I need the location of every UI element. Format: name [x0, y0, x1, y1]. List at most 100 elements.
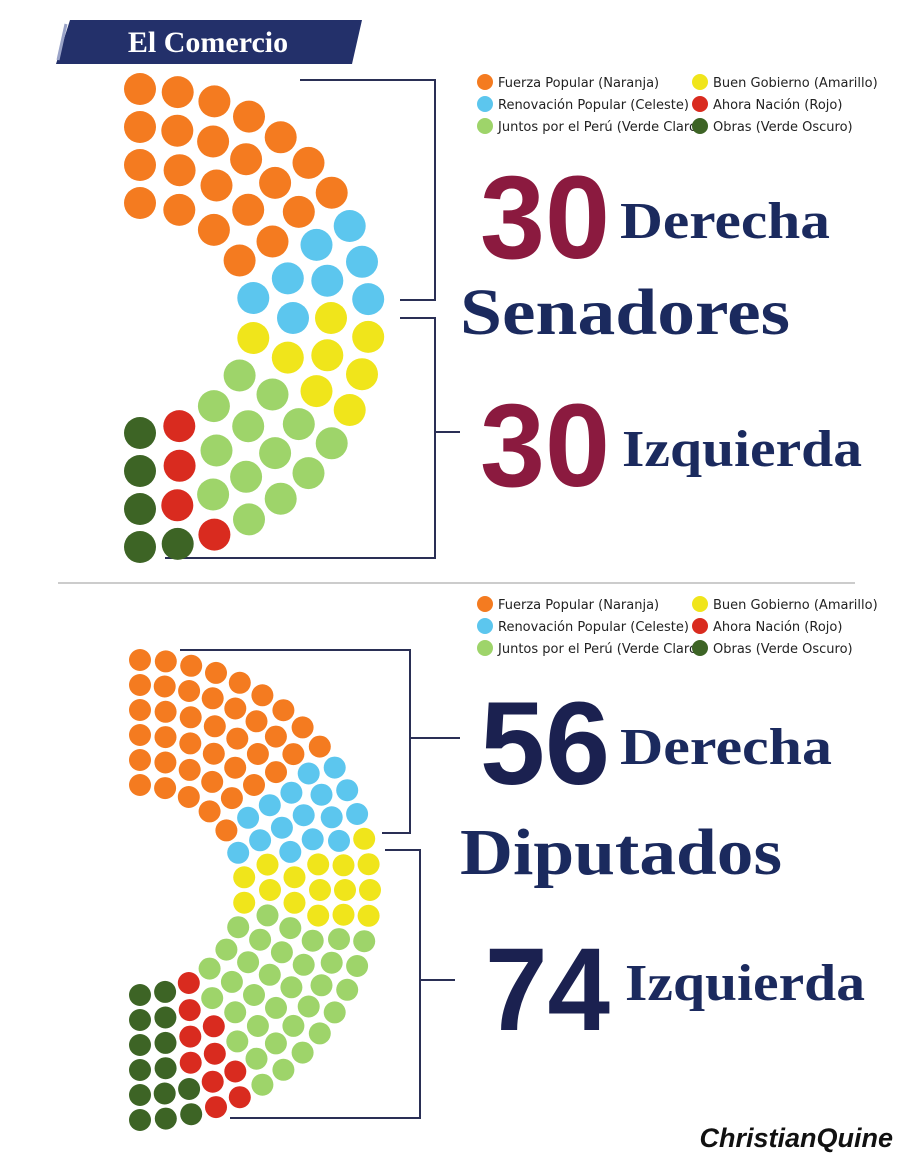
seat	[352, 283, 385, 316]
seat	[205, 1096, 227, 1119]
party-seats	[233, 827, 381, 927]
seat	[154, 1057, 177, 1080]
seat	[256, 225, 289, 258]
seat	[179, 732, 202, 755]
seat	[154, 777, 177, 800]
seat	[180, 654, 203, 677]
seat	[177, 786, 200, 808]
seat	[224, 756, 247, 779]
seat	[357, 904, 380, 927]
seat	[233, 891, 256, 914]
seat	[129, 699, 151, 721]
seat	[202, 1015, 225, 1038]
seat	[230, 143, 263, 176]
seat	[292, 804, 315, 827]
seat	[271, 262, 304, 295]
seat	[332, 854, 355, 877]
seat	[291, 1041, 314, 1064]
party-seats	[161, 410, 231, 551]
group-count: 74	[485, 924, 610, 1056]
party-seats	[124, 73, 348, 277]
seat	[346, 955, 369, 977]
seat	[163, 449, 196, 482]
seat	[230, 460, 263, 493]
seat	[129, 1034, 151, 1056]
seat	[161, 489, 194, 522]
legend-label: Fuerza Popular (Naranja)	[498, 76, 659, 91]
seat	[220, 787, 243, 810]
seat	[124, 455, 156, 487]
seat	[271, 341, 304, 374]
seat	[179, 1051, 202, 1074]
seat	[201, 1070, 224, 1093]
logo-banner	[56, 20, 362, 64]
seat	[259, 437, 292, 470]
legend-swatch	[477, 74, 493, 90]
seat	[197, 478, 230, 511]
seat	[297, 995, 320, 1018]
seat	[223, 359, 256, 392]
seat	[129, 1109, 151, 1131]
seat	[320, 806, 343, 829]
seat	[228, 1086, 251, 1109]
legend-swatch	[477, 618, 493, 634]
chamber-title: Senadores	[460, 276, 790, 349]
seat	[301, 828, 324, 851]
seat	[279, 840, 302, 863]
seat	[311, 264, 344, 297]
logo: El Comercio	[128, 26, 288, 59]
seat	[243, 984, 265, 1006]
seat	[315, 176, 348, 209]
group-label: Izquierda	[625, 955, 865, 1012]
seat	[237, 951, 260, 974]
seat	[359, 879, 381, 901]
legend-label: Fuerza Popular (Naranja)	[498, 598, 659, 613]
party-seats	[197, 359, 348, 536]
legend-swatch	[477, 118, 493, 134]
seat	[245, 1047, 268, 1070]
seat	[270, 941, 293, 964]
legend-label: Juntos por el Perú (Verde Claro)	[497, 642, 702, 657]
legend-label: Buen Gobierno (Amarillo)	[713, 598, 878, 613]
seat	[336, 779, 359, 802]
legend-swatch	[477, 596, 493, 612]
seat	[227, 841, 250, 864]
seat	[237, 282, 270, 314]
seat	[272, 1058, 295, 1081]
seat	[124, 187, 156, 219]
seat	[197, 125, 230, 158]
seat	[333, 210, 366, 242]
legend-swatch	[477, 96, 493, 112]
seat	[163, 193, 196, 226]
seat	[311, 339, 344, 372]
seat	[245, 710, 268, 733]
chamber-title: Diputados	[460, 816, 782, 889]
seat	[264, 121, 297, 154]
seat	[224, 697, 247, 720]
seat	[198, 957, 221, 980]
seat	[280, 781, 303, 804]
seat	[246, 1015, 269, 1037]
seat	[161, 76, 194, 109]
seat	[197, 390, 230, 423]
party-seats	[129, 649, 331, 842]
seat	[301, 929, 324, 952]
seat	[233, 100, 265, 133]
seat	[353, 827, 376, 850]
group-count: 30	[480, 152, 610, 284]
party-seats	[198, 904, 376, 1096]
group-count: 30	[480, 380, 610, 512]
credit: ChristianQuine	[699, 1123, 893, 1153]
seat	[282, 408, 315, 441]
seat	[124, 493, 156, 525]
seat	[352, 320, 385, 353]
bracket	[300, 79, 436, 301]
seat	[232, 193, 265, 226]
seat	[215, 938, 238, 961]
party-seats	[237, 210, 385, 334]
seat	[270, 816, 293, 839]
seat	[180, 1103, 203, 1126]
legend-swatch	[692, 596, 708, 612]
seat	[264, 725, 287, 748]
party-seats	[237, 302, 385, 426]
